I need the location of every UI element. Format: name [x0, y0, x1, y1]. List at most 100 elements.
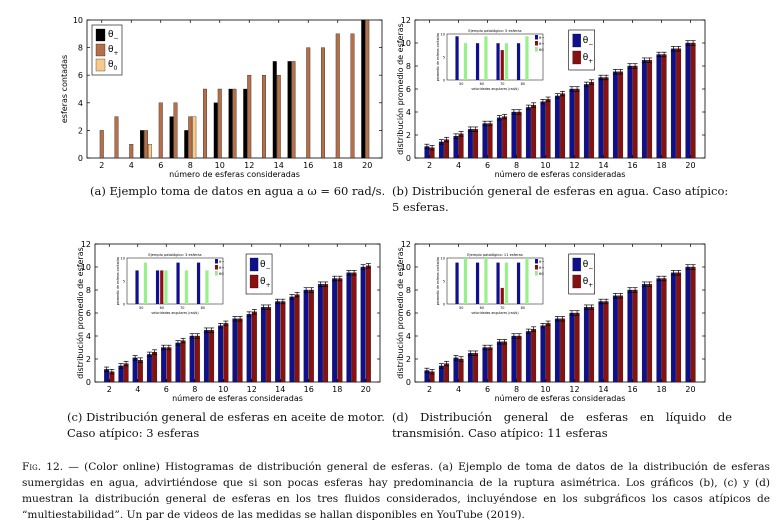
x-tick-label: 20	[362, 161, 372, 170]
bar-θ−	[246, 314, 252, 383]
x-tick-label: 4	[456, 161, 461, 170]
inset-y-tick-label: 5	[443, 280, 445, 284]
inset-x-tick-label: 70	[500, 82, 504, 86]
y-tick-label: 4	[78, 99, 83, 108]
legend-swatch	[249, 257, 259, 272]
inset-y-tick-label: 0	[443, 303, 445, 307]
y-axis-label: distribución promedio de esferas	[395, 247, 405, 379]
bar-θ−	[189, 335, 195, 383]
y-tick-label: 12	[81, 240, 91, 249]
inset-bar-θ0	[143, 262, 148, 304]
bar-θ−	[569, 312, 575, 383]
x-tick-label: 14	[274, 161, 284, 170]
bar-θ−	[627, 289, 633, 383]
x-tick-label: 2	[99, 161, 104, 170]
bar-θ−	[184, 130, 189, 159]
legend-swatch	[572, 274, 581, 289]
y-tick-label: 4	[406, 332, 411, 341]
bar-θ+	[690, 266, 696, 383]
inset-title: Ejemplo patológico: 11 esferas	[467, 253, 523, 257]
inset-legend-label: θ+	[539, 41, 545, 46]
y-tick-label: 2	[78, 126, 83, 135]
bar-θ−	[275, 301, 281, 383]
inset-bar-θ+	[500, 287, 504, 304]
inset-y-label: promedio de esferas contadas	[436, 256, 440, 305]
inset-legend-label: θ0	[219, 271, 224, 276]
x-tick-label: 2	[107, 385, 112, 394]
inset-bar-θ0	[484, 258, 488, 304]
inset-y-tick-label: 10	[121, 257, 125, 261]
bar-θ+	[618, 71, 624, 159]
bar-θ+	[323, 284, 329, 383]
y-tick-label: 6	[86, 309, 91, 318]
subcaption-c: (c) Distribución general de esferas en a…	[67, 410, 385, 440]
bar-θ+	[589, 307, 595, 383]
inset-bar-θ0	[504, 43, 509, 80]
bar-θ−	[317, 284, 323, 383]
inset-legend-swatch	[215, 271, 218, 276]
x-tick-label: 4	[456, 385, 461, 394]
x-tick-label: 18	[656, 161, 666, 170]
figure-label: Fig. 12.	[22, 461, 64, 473]
inset-y-tick-label: 5	[123, 280, 125, 284]
x-tick-label: 18	[333, 161, 343, 170]
bar-θ−	[685, 266, 691, 383]
y-tick-label: 12	[401, 16, 411, 25]
bar-θ−	[260, 307, 266, 383]
bar-θ−	[272, 61, 277, 159]
inset-x-tick-label: 70	[500, 306, 504, 310]
legend-label: θ+	[108, 45, 119, 57]
bar-θ+	[209, 330, 215, 383]
bar-θ+	[280, 301, 286, 383]
x-tick-label: 10	[215, 161, 225, 170]
legend-swatch	[572, 33, 581, 48]
legend-label: θ+	[583, 277, 594, 289]
y-tick-label: 0	[78, 154, 83, 163]
y-tick-label: 6	[406, 309, 411, 318]
bar-θ+	[661, 278, 667, 383]
bar-θ−	[598, 301, 604, 383]
bar-θ+	[158, 102, 163, 159]
figure-dash: —	[63, 461, 85, 473]
bar-θ−	[540, 101, 546, 159]
bar-θ+	[188, 116, 193, 159]
y-tick-label: 0	[406, 154, 411, 163]
inset-bar-θ0	[463, 258, 468, 304]
x-tick-label: 16	[627, 385, 637, 394]
inset-frame	[446, 33, 544, 81]
x-tick-label: 2	[427, 161, 432, 170]
legend-label: θ−	[583, 260, 594, 272]
x-tick-label: 4	[135, 385, 140, 394]
inset-legend-swatch	[535, 35, 538, 40]
bar-θ+	[350, 33, 355, 159]
subcaption-a: (a) Ejemplo toma de datos en agua a ω = …	[90, 184, 386, 198]
inset-bar-θ0	[164, 270, 168, 304]
inset-legend-label: θ+	[219, 265, 225, 270]
x-tick-label: 6	[158, 161, 163, 170]
y-axis-label: esferas contadas	[60, 55, 69, 123]
inset-legend-label: θ−	[539, 259, 545, 264]
x-tick-label: 18	[332, 385, 342, 394]
bar-θ+	[516, 335, 522, 383]
x-axis-label: número de esferas consideradas	[172, 394, 303, 403]
inset-x-tick-label: 50	[459, 306, 463, 310]
inset-legend-label: θ+	[539, 265, 545, 270]
bar-θ+	[276, 75, 281, 159]
bar-θ+	[365, 19, 370, 159]
bar-θ+	[458, 358, 464, 383]
bar-θ+	[306, 47, 311, 159]
bar-θ−	[213, 102, 218, 159]
y-tick-label: 0	[406, 378, 411, 387]
bar-θ−	[627, 65, 633, 159]
bar-θ−	[161, 347, 167, 383]
bar-θ−	[482, 347, 488, 383]
inset-bar-θ−	[496, 262, 500, 304]
bar-θ+	[502, 341, 508, 383]
x-tick-label: 8	[188, 161, 193, 170]
chart-c: 0 2 4 6 8 10 12 2 4 6 8 10 12 14 16 18 20 número de esfer…	[75, 240, 381, 403]
inset-frame	[446, 257, 544, 305]
x-tick-label: 20	[685, 385, 695, 394]
subcaption-b: (b) Distribución general de esferas en a…	[392, 184, 729, 214]
bar-θ+	[618, 295, 624, 383]
bar-θ−	[670, 272, 676, 383]
